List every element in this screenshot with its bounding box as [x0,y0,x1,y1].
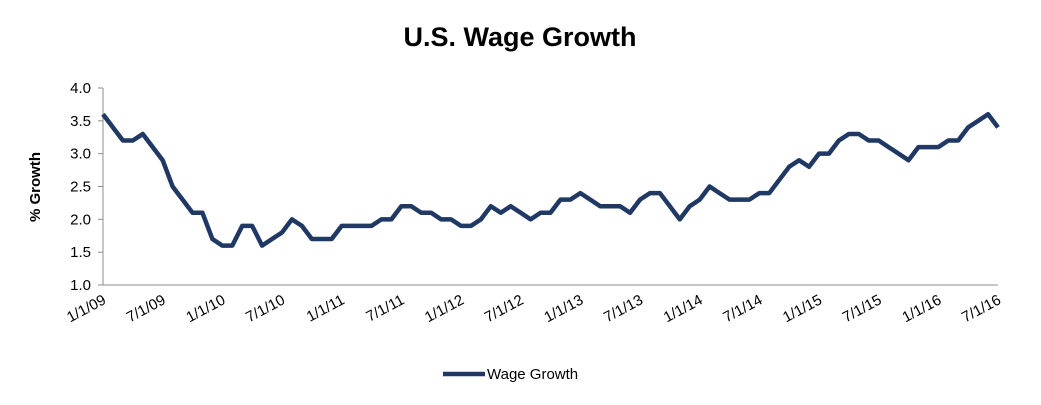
y-tick-label: 4.0 [70,80,91,97]
legend-label: Wage Growth [487,366,578,383]
x-tick-label: 1/1/10 [183,292,228,327]
x-tick-label: 1/1/15 [780,292,825,327]
y-tick-label: 3.0 [70,146,91,163]
x-tick-label: 7/1/10 [243,292,288,327]
x-tick-label: 1/1/16 [899,292,944,327]
y-axis-label: % Growth [27,152,44,222]
y-tick-label: 2.0 [70,211,91,228]
x-tick-label: 1/1/14 [661,292,706,327]
x-tick-label: 1/1/11 [304,292,348,326]
x-tick-label: 7/1/16 [959,292,1004,327]
x-tick-label: 1/1/09 [64,292,109,327]
chart-title: U.S. Wage Growth [403,22,636,52]
x-tick-label: 7/1/12 [482,292,527,327]
x-tick-label: 7/1/11 [363,292,407,326]
y-tick-label: 1.0 [70,277,91,294]
x-tick-label: 7/1/14 [720,292,765,327]
x-tick-label: 1/1/12 [422,292,467,327]
x-tick-label: 1/1/13 [541,292,586,327]
x-tick-label: 7/1/09 [124,292,169,327]
y-tick-label: 1.5 [70,244,91,261]
x-tick-label: 7/1/13 [601,292,646,327]
y-tick-label: 2.5 [70,179,91,196]
line-series [101,112,1000,248]
y-tick-label: 3.5 [70,113,91,130]
x-tick-label: 7/1/15 [840,292,885,327]
